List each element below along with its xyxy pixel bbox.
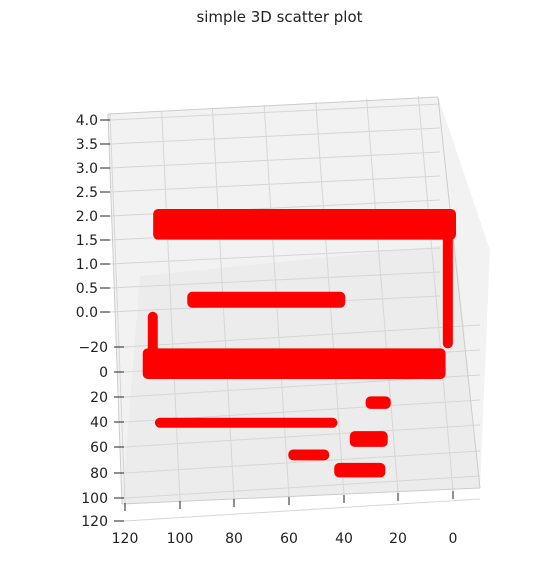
axes-frame: [107, 96, 481, 505]
y-tick-label: 0: [99, 365, 108, 381]
z-tick-label: 0.5: [76, 281, 98, 297]
y-tick-label: 60: [90, 440, 108, 456]
chart-title: simple 3D scatter plot: [196, 8, 363, 26]
z-grid-line: [109, 151, 441, 169]
z-tick-label: 0.0: [76, 305, 98, 321]
y-grid-line: [123, 324, 481, 348]
x-tick-label: 60: [280, 531, 298, 547]
z-tick-label: 1.5: [76, 233, 98, 249]
y-tick-label: 100: [81, 491, 108, 507]
y-grid-line: [123, 498, 481, 522]
scatter-marker-cluster: [349, 431, 388, 447]
y-grid-line: [123, 424, 481, 448]
x-grid-line: [417, 95, 454, 492]
z-tick-label: 1.0: [76, 257, 98, 273]
z-tick-label: 2.0: [76, 209, 98, 225]
y-grid-line: [123, 475, 481, 499]
ticks-layer: 0.0 0.5 1.0 1.5 2.0 2.5 3.0 3.5 4.0 −20 0 20 40 60 80 1…: [76, 113, 458, 547]
z-tick-label: 2.5: [76, 185, 98, 201]
z-grid-line: [109, 247, 441, 265]
x-tick-label: 0: [449, 531, 458, 547]
z-tick-label: 3.0: [76, 161, 98, 177]
z-grid-line: [109, 103, 441, 121]
x-tick-label: 120: [112, 531, 139, 547]
back-pane: [108, 97, 456, 276]
y-grid-line: [123, 450, 481, 474]
z-tick-label: 4.0: [76, 113, 98, 129]
scatter-marker-cluster: [365, 396, 391, 409]
x-tick-label: 100: [167, 531, 194, 547]
x-grid-line: [366, 98, 399, 494]
scatter-marker-cluster: [442, 210, 453, 349]
scatter-marker-cluster: [154, 417, 338, 428]
scatter-marker-cluster: [334, 462, 386, 478]
scatter-marker-cluster: [288, 449, 330, 461]
x-tick-label: 20: [389, 531, 407, 547]
z-grid-line: [109, 127, 441, 145]
y-tick-label: 80: [90, 466, 108, 482]
y-tick-label: 40: [90, 415, 108, 431]
x-grid-line: [161, 110, 181, 502]
x-tick-label: 40: [335, 531, 353, 547]
scatter-marker-cluster: [142, 348, 446, 380]
scatter-marker-cluster: [187, 291, 346, 308]
x-grid-line: [109, 113, 126, 504]
right-pane: [438, 97, 490, 488]
scatter-marker-cluster: [153, 209, 456, 240]
y-tick-label: −20: [78, 340, 108, 356]
markers-layer: [142, 209, 456, 478]
z-tick-label: 3.5: [76, 137, 98, 153]
y-tick-label: 20: [90, 390, 108, 406]
y-tick-label: 120: [81, 514, 108, 530]
scatter-marker-cluster: [147, 311, 158, 378]
x-tick-label: 80: [225, 531, 243, 547]
